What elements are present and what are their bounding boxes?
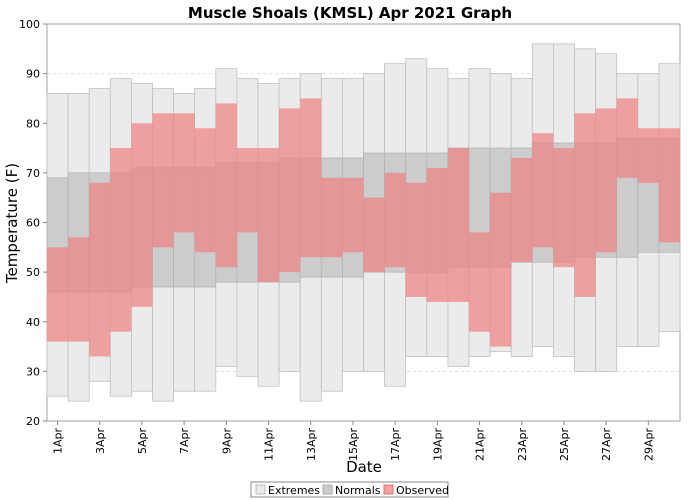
y-axis-ticks: 20 30 40 50 60 70 80 90 100 [19,18,47,428]
legend-swatch-extremes [255,484,266,495]
observed-bar [616,98,638,178]
legend-box [250,481,449,498]
x-tick-label: 25Apr [558,428,571,462]
observed-bar [574,113,596,297]
observed-bar [490,192,512,347]
observed-bar [342,177,364,253]
observed-bar [68,237,90,342]
x-tick-label: 11Apr [263,428,276,462]
observed-bar [300,98,322,258]
x-tick-label: 5Apr [136,428,149,455]
observed-bar [89,182,111,357]
y-axis-title: Temperature (F) [3,163,21,284]
observed-bar [658,128,680,243]
observed-bar [595,108,617,253]
observed-bar [384,172,406,268]
observed-bar [532,133,554,248]
x-tick-label: 9Apr [220,428,233,455]
y-tick-label: 100 [19,18,40,31]
y-tick-label: 70 [26,167,40,180]
x-tick-label: 7Apr [178,428,191,455]
observed-bar [152,113,174,248]
y-tick-label: 80 [26,117,40,130]
y-tick-label: 90 [26,68,40,81]
x-tick-label: 21Apr [474,428,487,462]
observed-bar [405,182,427,297]
observed-bars [47,98,680,357]
observed-bar [469,232,491,332]
y-tick-label: 20 [26,415,40,428]
y-tick-label: 50 [26,266,40,279]
legend-swatch-observed [383,484,394,495]
legend-label-observed: Observed [396,484,449,497]
observed-bar [110,148,132,332]
x-tick-label: 27Apr [600,428,613,462]
x-tick-label: 29Apr [642,428,655,462]
observed-bar [194,128,216,253]
observed-bar [447,148,469,302]
observed-bar [363,197,385,273]
x-tick-label: 19Apr [431,428,444,462]
legend-label-extremes: Extremes [268,484,320,497]
x-tick-label: 3Apr [94,428,107,455]
observed-bar [553,148,575,268]
observed-bar [321,177,343,258]
observed-bar [637,128,659,183]
chart-title: Muscle Shoals (KMSL) Apr 2021 Graph [188,4,512,22]
y-tick-label: 60 [26,217,40,230]
x-tick-label: 1Apr [52,428,65,455]
x-tick-label: 23Apr [516,428,529,462]
observed-bar [215,103,237,268]
observed-bar [131,123,153,307]
y-tick-label: 40 [26,316,40,329]
x-axis-ticks: 1Apr 3Apr 5Apr 7Apr 9Apr 11Apr 13Apr 15Apr 17Apr… [52,421,655,462]
legend-label-normals: Normals [335,484,381,497]
y-tick-label: 30 [26,365,40,378]
observed-bar [426,167,448,302]
observed-bar [47,247,69,342]
x-axis-title: Date [346,458,382,476]
observed-bar [511,157,533,263]
x-tick-label: 13Apr [305,428,318,462]
observed-bar [279,108,301,273]
x-tick-label: 15Apr [347,428,360,462]
observed-bar [258,148,280,283]
observed-bar [173,113,195,233]
x-tick-label: 17Apr [389,428,402,462]
legend-swatch-normals [322,484,333,495]
legend: Extremes Normals Observed [250,481,449,498]
observed-bar [236,148,258,233]
